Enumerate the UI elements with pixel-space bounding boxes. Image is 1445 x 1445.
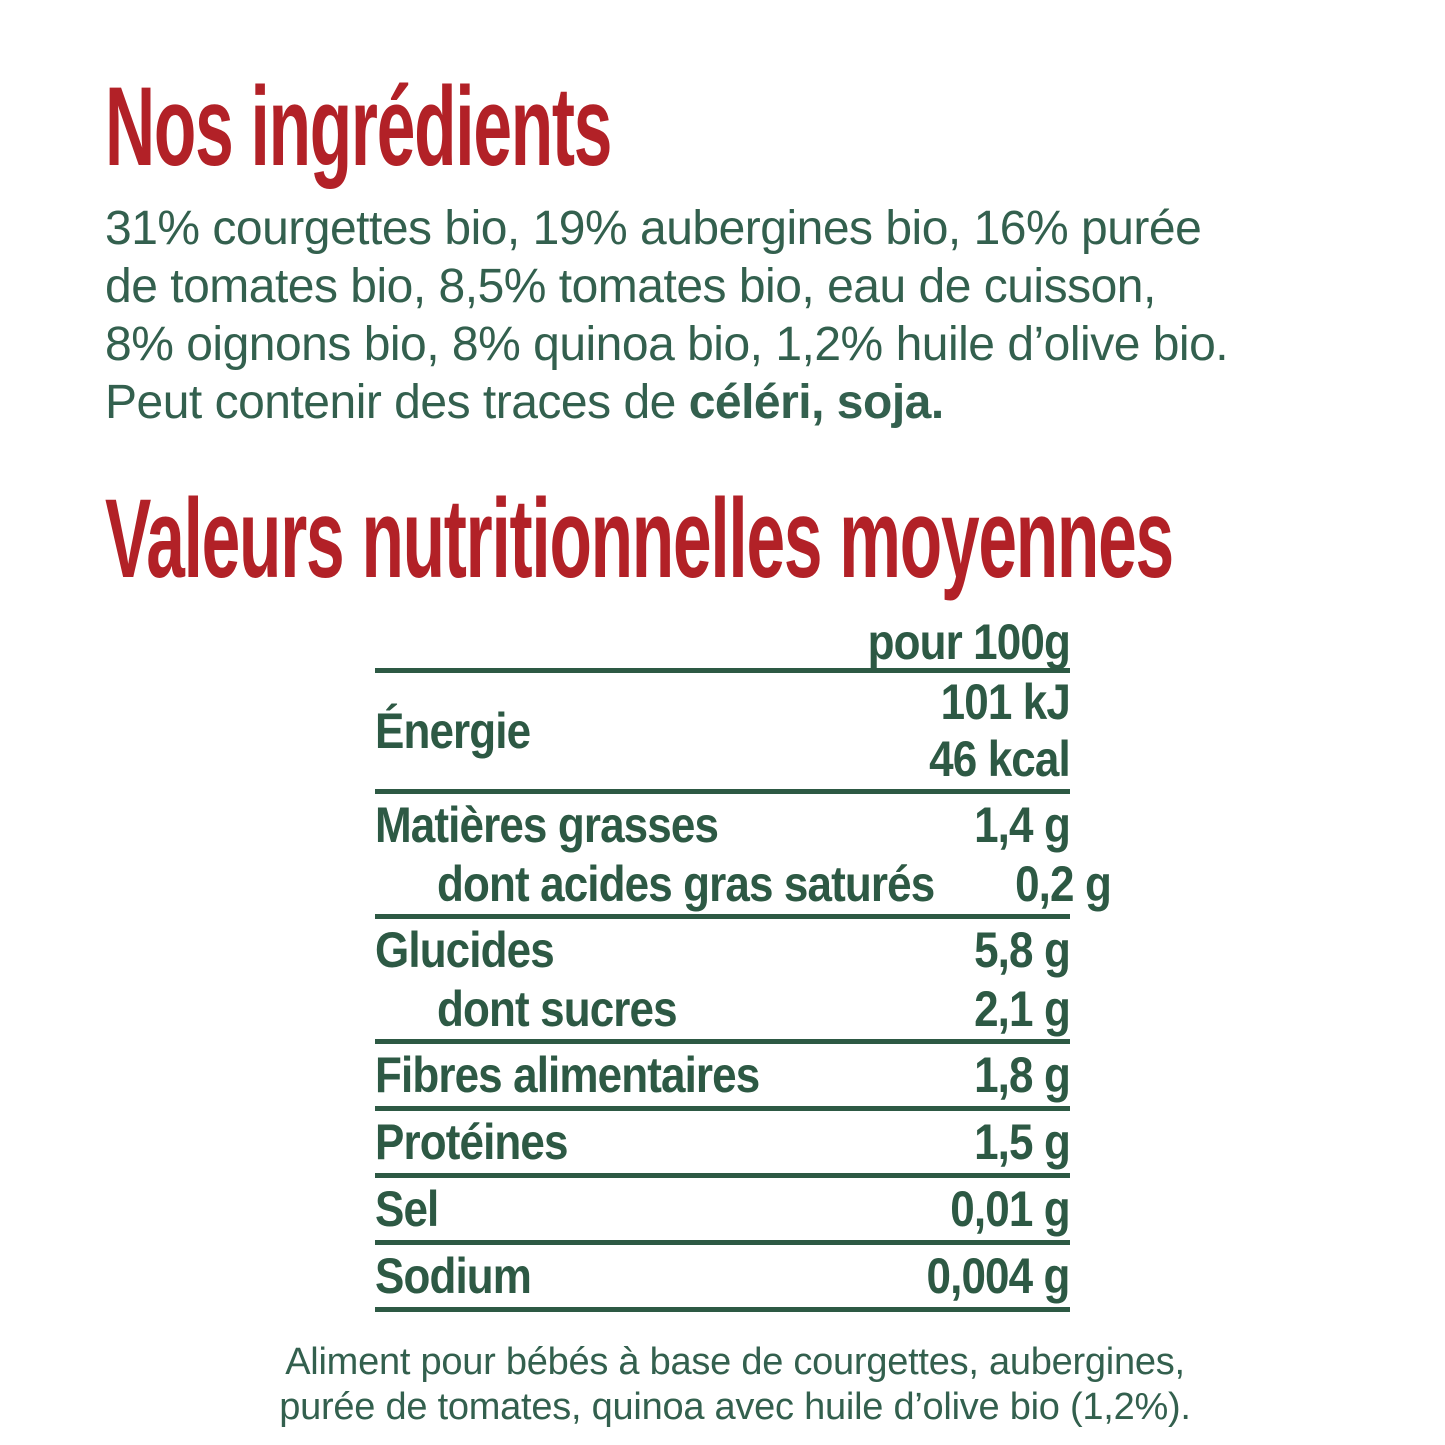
row-value: 2,1 g <box>974 980 1071 1037</box>
table-row-matieres-grasses: Matières grasses 1,4 g <box>375 795 1071 854</box>
table-row-sodium: Sodium 0,004 g <box>375 1245 1071 1307</box>
table-row-sel: Sel 0,01 g <box>375 1178 1071 1240</box>
allergens-text: céléri, soja. <box>688 376 945 430</box>
table-row-proteines: Protéines 1,5 g <box>375 1111 1071 1173</box>
row-value: 5,8 g <box>974 921 1071 978</box>
table-row-fibres: Fibres alimentaires 1,8 g <box>375 1044 1071 1106</box>
energy-kcal-value: 46 kcal <box>929 731 1071 788</box>
row-value: 1,8 g <box>974 1047 1071 1104</box>
row-label: dont acides gras saturés <box>437 855 935 912</box>
table-row-glucides: Glucides 5,8 g <box>375 920 1071 979</box>
row-label: dont sucres <box>437 980 678 1037</box>
ingredients-line-2: de tomates bio, 8,5% tomates bio, eau de… <box>105 260 1156 314</box>
table-divider <box>375 668 1070 674</box>
footer-line-1: Aliment pour bébés à base de courgettes,… <box>285 1341 1185 1384</box>
row-value: 0,2 g <box>1015 855 1112 912</box>
energy-kj-value: 101 kJ <box>940 674 1071 731</box>
footer-description: Aliment pour bébés à base de courgettes,… <box>105 1340 1365 1430</box>
row-value: 0,004 g <box>926 1248 1071 1305</box>
ingredients-title-text: Nos ingrédients <box>105 64 612 189</box>
nutrition-table: pour 100g Énergie 101 kJ 46 kcal Matière… <box>375 614 1112 1313</box>
column-header-text: pour 100g <box>867 614 1071 671</box>
ingredients-text: 31% courgettes bio, 19% aubergines bio, … <box>105 200 1365 432</box>
table-divider <box>375 1039 1070 1045</box>
row-value: 101 kJ 46 kcal <box>910 674 1071 788</box>
table-row-energie: Énergie 101 kJ 46 kcal <box>375 673 1071 789</box>
row-value: 0,01 g <box>950 1181 1071 1238</box>
row-value: 1,5 g <box>974 1114 1071 1171</box>
table-group-carbs: Glucides 5,8 g dont sucres 2,1 g <box>375 919 1071 1039</box>
ingredients-line-3: 8% oignons bio, 8% quinoa bio, 1,2% huil… <box>105 318 1229 372</box>
ingredients-traces-line: Peut contenir des traces de céléri, soja… <box>105 374 1365 432</box>
footer-line-2: purée de tomates, quinoa avec huile d’ol… <box>279 1386 1191 1429</box>
row-label: Glucides <box>375 921 555 978</box>
row-value: 1,4 g <box>974 796 1071 853</box>
table-divider <box>375 789 1070 795</box>
row-label: Sodium <box>375 1248 532 1305</box>
nutrition-section-title: Valeurs nutritionnelles moyennes <box>105 476 1365 602</box>
row-label: Sel <box>375 1181 439 1238</box>
row-label: Protéines <box>375 1114 568 1171</box>
table-divider <box>375 1307 1070 1313</box>
table-row-dont-sucres: dont sucres 2,1 g <box>375 979 1071 1038</box>
table-divider <box>375 1106 1070 1112</box>
traces-prefix-text: Peut contenir des traces de <box>105 376 689 430</box>
table-divider <box>375 914 1070 920</box>
table-row-acides-gras-satures: dont acides gras saturés 0,2 g <box>375 854 1112 913</box>
column-header-per-100g: pour 100g <box>375 614 1071 671</box>
row-label: Fibres alimentaires <box>375 1047 760 1104</box>
ingredients-section-title: Nos ingrédients <box>105 64 1365 189</box>
nutrition-title-text: Valeurs nutritionnelles moyennes <box>105 476 1174 602</box>
table-divider <box>375 1173 1070 1179</box>
row-label: Matières grasses <box>375 796 719 853</box>
table-divider <box>375 1240 1070 1246</box>
table-group-fats: Matières grasses 1,4 g dont acides gras … <box>375 794 1112 914</box>
ingredients-line-1: 31% courgettes bio, 19% aubergines bio, … <box>105 202 1202 256</box>
row-label: Énergie <box>375 703 531 760</box>
